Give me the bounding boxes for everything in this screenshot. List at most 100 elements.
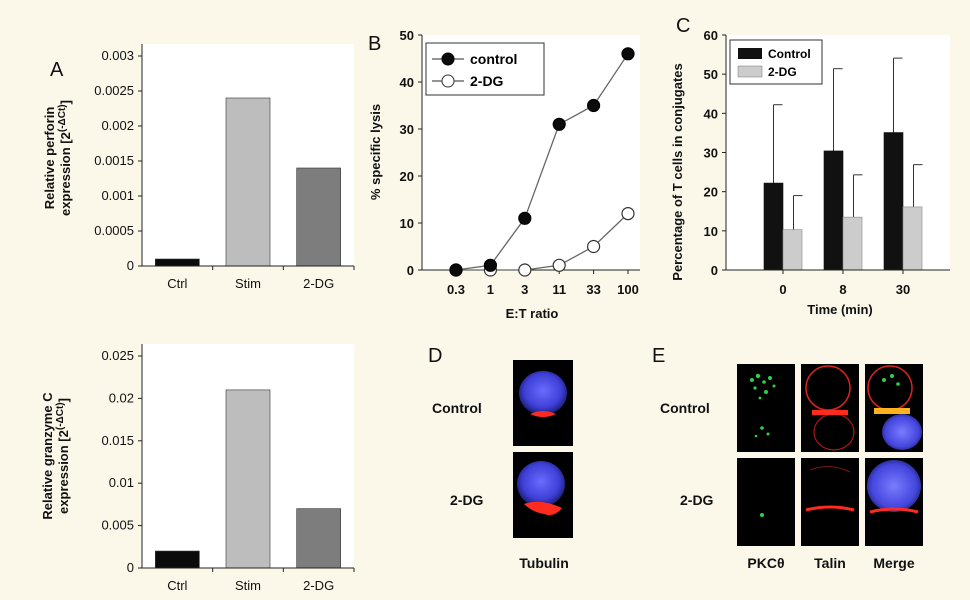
tubulin-signal-control bbox=[530, 411, 556, 417]
y-axis-label-line2: expression [2(-ΔCt)] bbox=[55, 398, 71, 514]
row-label-control: Control bbox=[660, 400, 710, 416]
bar-ctrl bbox=[155, 258, 200, 267]
x-tick-label: 100 bbox=[617, 282, 639, 297]
y-tick-label: 60 bbox=[704, 28, 718, 43]
panel-d-micrographs: D Control 2-DG Tubulin bbox=[428, 345, 573, 571]
point-control bbox=[449, 263, 463, 277]
x-tick-label: 0 bbox=[779, 282, 786, 297]
panel-label-d: D bbox=[428, 345, 442, 367]
merge-synapse-2dg bbox=[869, 507, 919, 514]
y-tick-label: 0.015 bbox=[101, 433, 134, 448]
panel-label-a: A bbox=[50, 59, 64, 81]
y-axis-label-line1: Relative perforin bbox=[42, 107, 57, 210]
y-tick-label: 10 bbox=[400, 216, 414, 231]
y-tick-label: 10 bbox=[704, 224, 718, 239]
x-axis-label: Time (min) bbox=[807, 302, 873, 317]
legend-label-control: Control bbox=[768, 47, 811, 61]
y-tick-label: 0 bbox=[711, 263, 718, 278]
talin-synapse-2dg bbox=[805, 505, 855, 512]
bar-control-0 bbox=[763, 182, 784, 271]
pkc-signal-2dg bbox=[760, 513, 764, 517]
x-tick-label: 0.3 bbox=[447, 282, 465, 297]
bar-2-dg bbox=[296, 508, 341, 569]
bar-2-dg bbox=[296, 167, 341, 267]
row-label-control: Control bbox=[432, 400, 482, 416]
legend-label-control: control bbox=[470, 51, 517, 67]
y-tick-label: 0.005 bbox=[101, 518, 134, 533]
y-axis-label: Relative granzyme C expression [2(-ΔCt)] bbox=[40, 392, 71, 520]
granzyme-chart: 0 0.005 0.01 0.015 0.02 0.025 Ctrl Stim 2-DG Re… bbox=[40, 344, 355, 593]
x-tick-label: 11 bbox=[552, 282, 566, 297]
bar-2-dg-8 bbox=[842, 216, 863, 271]
x-tick-label: 8 bbox=[839, 282, 846, 297]
nucleus-control bbox=[519, 371, 567, 415]
y-tick-label: 0 bbox=[127, 560, 134, 575]
y-axis-label: Percentage of T cells in conjugates bbox=[670, 63, 685, 280]
x-axis-label: E:T ratio bbox=[506, 306, 559, 321]
perforin-chart: A 0 0.0005 0.001 0.0015 0.002 0.0025 0.003 Ctr… bbox=[42, 44, 355, 291]
x-tick-label: Ctrl bbox=[167, 276, 187, 291]
micrograph-talin-control bbox=[801, 364, 859, 452]
bar-control-8 bbox=[823, 150, 844, 271]
x-tick-label: Stim bbox=[235, 578, 261, 593]
column-label-pkc: PKCθ bbox=[747, 555, 784, 571]
column-label-talin: Talin bbox=[814, 555, 846, 571]
row-label-2dg: 2-DG bbox=[450, 492, 484, 508]
point-2-dg bbox=[518, 263, 532, 277]
legend-label-2dg: 2-DG bbox=[470, 73, 504, 89]
y-tick-label: 0.002 bbox=[101, 118, 134, 133]
panel-label-e: E bbox=[652, 345, 665, 367]
y-tick-label: 50 bbox=[400, 28, 414, 43]
legend-marker-2dg bbox=[441, 74, 455, 88]
pkc-signal-control bbox=[750, 373, 776, 438]
micrograph-talin-2dg bbox=[801, 458, 859, 546]
talin-synapse-control bbox=[812, 410, 848, 415]
y-tick-label: 20 bbox=[704, 185, 718, 200]
tubulin-signal-2dg bbox=[524, 501, 562, 516]
legend-swatch-control bbox=[738, 48, 762, 59]
conjugates-chart: C 0 10 20 30 40 50 60 0 8 30 Control 2-DG Time (… bbox=[670, 15, 950, 317]
caption-tubulin: Tubulin bbox=[519, 555, 569, 571]
x-tick-label: 2-DG bbox=[303, 276, 334, 291]
x-tick-label: Ctrl bbox=[167, 578, 187, 593]
y-tick-label: 30 bbox=[704, 146, 718, 161]
legend: Control 2-DG bbox=[729, 39, 823, 85]
y-tick-label: 0.0015 bbox=[94, 153, 134, 168]
point-2-dg bbox=[587, 239, 601, 254]
point-2-dg bbox=[552, 258, 566, 272]
bar-2-dg-30 bbox=[902, 206, 923, 271]
x-tick-label: 3 bbox=[521, 282, 528, 297]
bar-ctrl bbox=[155, 550, 200, 569]
x-tick-label: 30 bbox=[896, 282, 910, 297]
point-2-dg bbox=[621, 207, 635, 221]
merge-nucleus-2dg bbox=[867, 460, 921, 512]
y-tick-label: 0.003 bbox=[101, 48, 134, 63]
y-tick-label: 30 bbox=[400, 122, 414, 137]
point-control bbox=[587, 98, 601, 113]
y-axis-label: % specific lysis bbox=[368, 104, 383, 200]
legend-swatch-2dg bbox=[737, 65, 763, 78]
y-tick-label: 20 bbox=[400, 169, 414, 184]
micrograph-pkc-2dg bbox=[737, 458, 795, 546]
y-tick-label: 40 bbox=[704, 106, 718, 121]
y-tick-label: 0 bbox=[127, 258, 134, 273]
legend: control 2-DG bbox=[425, 42, 545, 96]
y-tick-label: 0.0025 bbox=[94, 83, 134, 98]
point-control bbox=[483, 258, 497, 272]
y-axis-label-line2: expression [2(-ΔCt)] bbox=[57, 100, 73, 216]
panel-e-micrographs: E Control 2-DG PKCθ Talin Merge bbox=[652, 345, 923, 571]
y-tick-label: 0.025 bbox=[101, 348, 134, 363]
nucleus-2dg bbox=[517, 461, 565, 507]
micrograph-pkc-control bbox=[737, 364, 795, 452]
column-label-merge: Merge bbox=[873, 555, 914, 571]
row-label-2dg: 2-DG bbox=[680, 492, 714, 508]
point-control bbox=[552, 117, 566, 131]
y-tick-label: 0.0005 bbox=[94, 223, 134, 238]
bar-stim bbox=[225, 97, 271, 267]
point-control bbox=[518, 211, 532, 225]
y-tick-label: 0.001 bbox=[101, 188, 134, 203]
panel-label-c: C bbox=[676, 15, 690, 37]
merge-green bbox=[882, 374, 900, 386]
legend-marker-control bbox=[441, 52, 455, 66]
